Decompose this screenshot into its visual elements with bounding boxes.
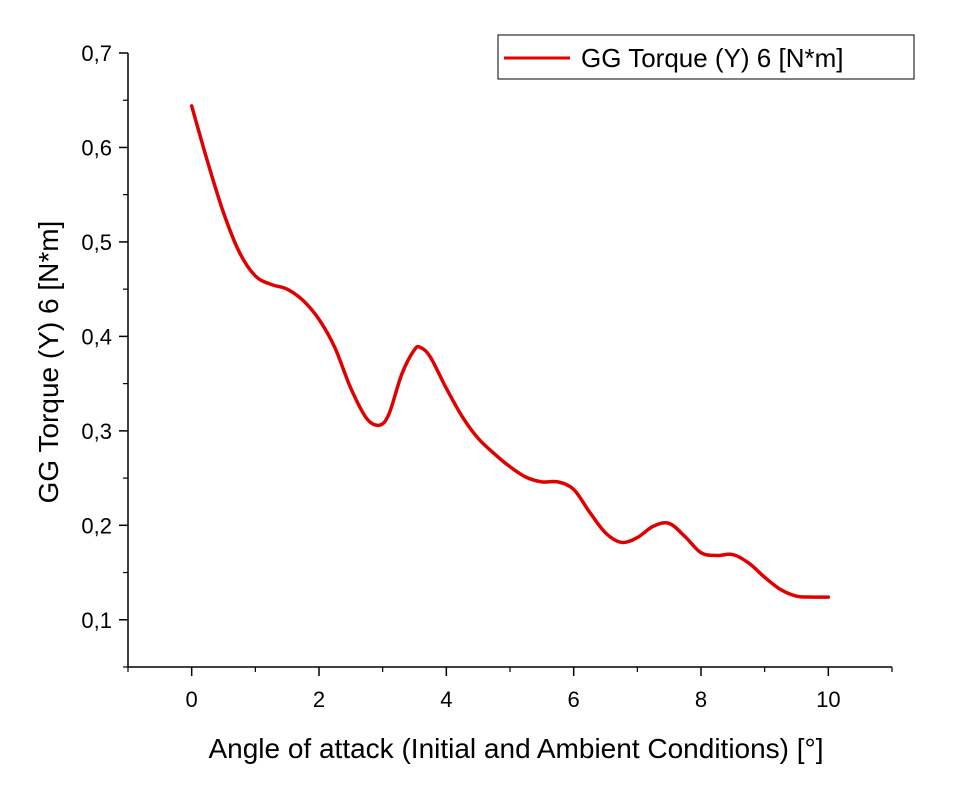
series-layer — [189, 104, 831, 599]
y-tick-label: 0,4 — [81, 324, 112, 349]
y-tick-label: 0,3 — [81, 419, 112, 444]
y-tick-label: 0,6 — [81, 135, 112, 160]
legend: GG Torque (Y) 6 [N*m] — [497, 34, 915, 80]
x-tick-label: 4 — [440, 687, 452, 712]
x-tick-label: 10 — [816, 687, 840, 712]
x-tick-label: 6 — [568, 687, 580, 712]
x-tick-label: 0 — [186, 687, 198, 712]
x-axis-title: Angle of attack (Initial and Ambient Con… — [208, 733, 823, 764]
y-tick-label: 0,7 — [81, 41, 112, 66]
x-tick-label: 2 — [313, 687, 325, 712]
axes: 0 2 4 6 8 10 0,1 0,2 0,3 0,4 0,5 0,6 0,7 — [81, 41, 893, 712]
series-line — [189, 104, 831, 599]
legend-label: GG Torque (Y) 6 [N*m] — [581, 43, 844, 73]
x-tick-label: 8 — [695, 687, 707, 712]
y-axis-title: GG Torque (Y) 6 [N*m] — [33, 221, 64, 504]
y-tick-label: 0,1 — [81, 608, 112, 633]
y-tick-label: 0,2 — [81, 513, 112, 538]
y-tick-label: 0,5 — [81, 230, 112, 255]
